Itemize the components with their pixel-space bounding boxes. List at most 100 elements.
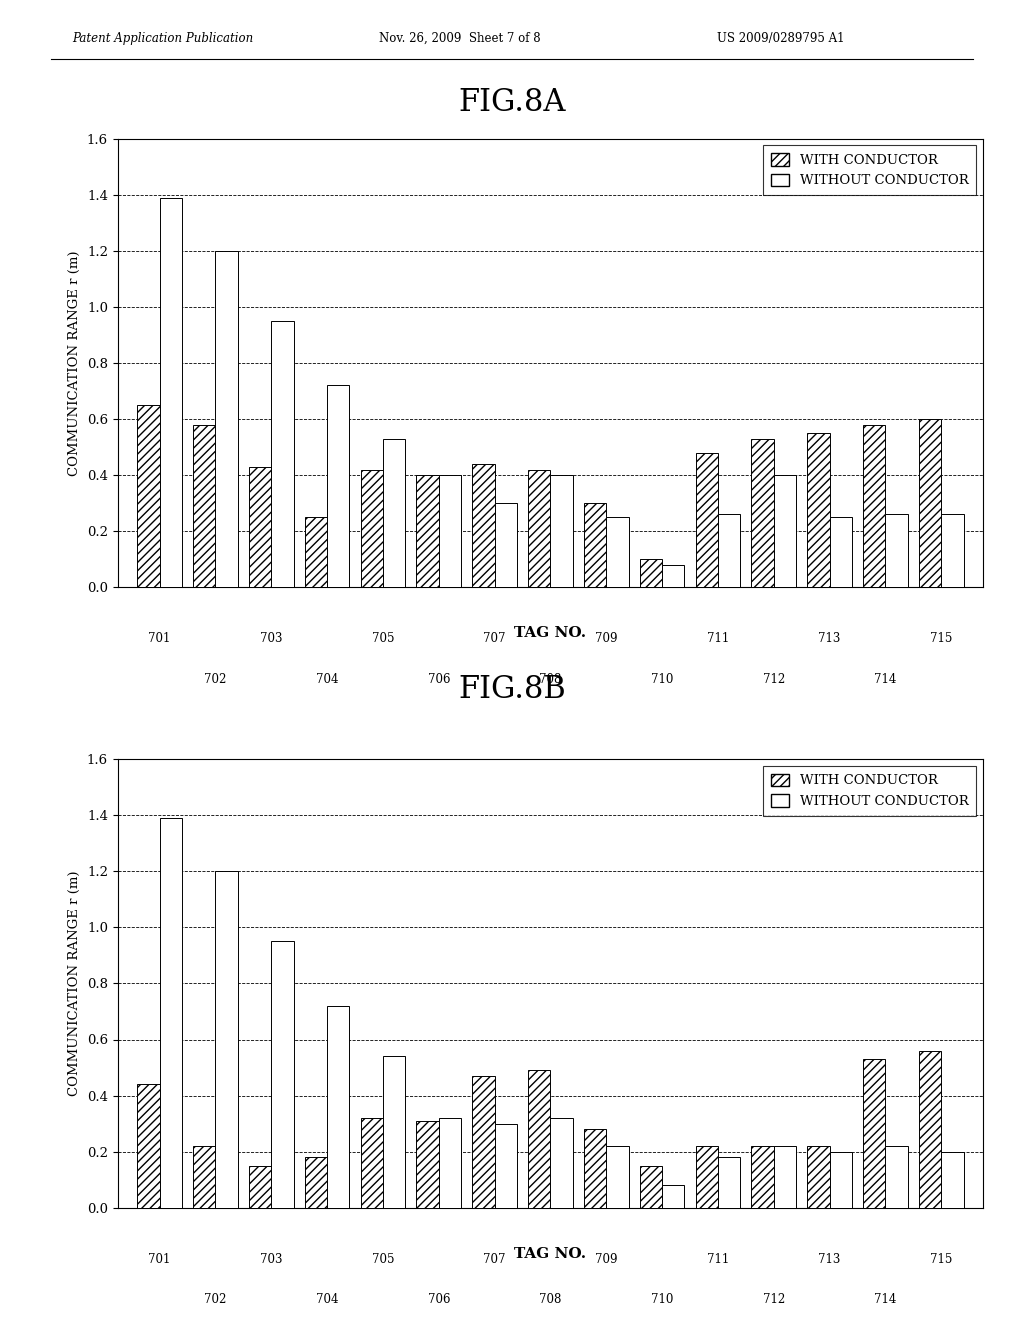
Bar [584,1129,606,1208]
Text: 713: 713 [818,632,841,645]
Bar [472,463,495,587]
Text: 702: 702 [204,673,226,685]
Bar [438,1118,461,1208]
Text: 714: 714 [874,673,897,685]
Bar [584,503,606,587]
Bar [305,517,327,587]
Text: 714: 714 [874,1294,897,1305]
Text: FIG.8B: FIG.8B [458,673,566,705]
Bar [718,515,740,587]
Bar [249,467,271,587]
Bar [495,1123,517,1208]
Bar [528,470,551,587]
Bar [606,517,629,587]
Text: 715: 715 [930,1253,952,1266]
Text: 702: 702 [204,1294,226,1305]
Bar [863,1059,886,1208]
Text: 705: 705 [372,632,394,645]
Bar [695,1146,718,1208]
Text: Nov. 26, 2009  Sheet 7 of 8: Nov. 26, 2009 Sheet 7 of 8 [379,32,541,45]
Bar [383,438,406,587]
Bar [360,470,383,587]
Bar [807,1146,829,1208]
Bar [137,405,160,587]
Text: 710: 710 [651,673,673,685]
Bar [663,1185,684,1208]
Text: 703: 703 [260,632,283,645]
Text: 712: 712 [763,1294,784,1305]
Text: 708: 708 [540,1294,561,1305]
Text: 704: 704 [315,1294,338,1305]
Text: US 2009/0289795 A1: US 2009/0289795 A1 [717,32,845,45]
Bar [271,321,294,587]
Bar [551,1118,572,1208]
Bar [941,515,964,587]
Text: 701: 701 [148,632,171,645]
Bar [774,475,796,587]
Y-axis label: COMMUNICATION RANGE r (m): COMMUNICATION RANGE r (m) [69,871,81,1096]
Bar [137,1085,160,1208]
Bar [417,1121,438,1208]
Bar [327,385,349,587]
Bar [249,1166,271,1208]
Bar [807,433,829,587]
Bar [160,818,182,1208]
Bar [774,1146,796,1208]
Bar [829,1151,852,1208]
Text: 709: 709 [595,1253,617,1266]
Bar [663,565,684,587]
Text: FIG.8A: FIG.8A [459,87,565,119]
Legend: WITH CONDUCTOR, WITHOUT CONDUCTOR: WITH CONDUCTOR, WITHOUT CONDUCTOR [763,145,977,195]
Bar [383,1056,406,1208]
Bar [194,425,215,587]
Legend: WITH CONDUCTOR, WITHOUT CONDUCTOR: WITH CONDUCTOR, WITHOUT CONDUCTOR [763,766,977,816]
Bar [160,198,182,587]
Bar [215,251,238,587]
Bar [752,1146,774,1208]
Text: 704: 704 [315,673,338,685]
X-axis label: TAG NO.: TAG NO. [514,1246,587,1261]
Bar [194,1146,215,1208]
Bar [417,475,438,587]
Text: 713: 713 [818,1253,841,1266]
Bar [606,1146,629,1208]
Text: 706: 706 [427,673,450,685]
Bar [695,453,718,587]
Bar [271,941,294,1208]
Bar [919,1051,941,1208]
Bar [863,425,886,587]
Text: 701: 701 [148,1253,171,1266]
Bar [886,515,907,587]
Bar [886,1146,907,1208]
Y-axis label: COMMUNICATION RANGE r (m): COMMUNICATION RANGE r (m) [69,251,81,475]
Bar [495,503,517,587]
Bar [551,475,572,587]
Text: 710: 710 [651,1294,673,1305]
Text: 715: 715 [930,632,952,645]
Bar [941,1151,964,1208]
Bar [718,1158,740,1208]
Text: 708: 708 [540,673,561,685]
Text: 712: 712 [763,673,784,685]
Text: 706: 706 [427,1294,450,1305]
X-axis label: TAG NO.: TAG NO. [514,626,587,640]
Bar [360,1118,383,1208]
Bar [919,418,941,587]
Text: 711: 711 [707,1253,729,1266]
Bar [640,1166,663,1208]
Bar [327,1006,349,1208]
Bar [640,560,663,587]
Bar [305,1158,327,1208]
Bar [829,517,852,587]
Text: 711: 711 [707,632,729,645]
Bar [752,438,774,587]
Text: 703: 703 [260,1253,283,1266]
Bar [438,475,461,587]
Text: Patent Application Publication: Patent Application Publication [72,32,253,45]
Bar [215,871,238,1208]
Text: 709: 709 [595,632,617,645]
Bar [472,1076,495,1208]
Bar [528,1071,551,1208]
Text: 707: 707 [483,1253,506,1266]
Text: 707: 707 [483,632,506,645]
